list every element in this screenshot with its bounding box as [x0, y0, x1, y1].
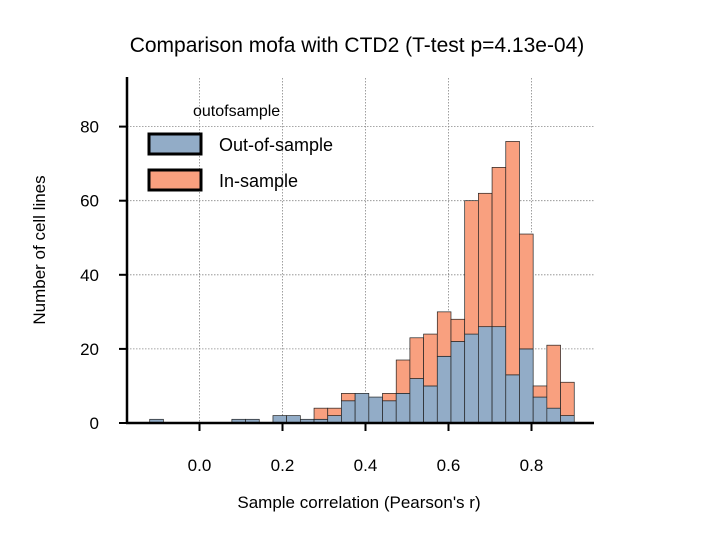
bar-in-sample [382, 393, 397, 402]
bar-out-of-sample [464, 333, 479, 424]
bar-out-of-sample [341, 400, 356, 424]
bar-in-sample [423, 333, 438, 387]
bar-in-sample [341, 393, 356, 402]
bar-in-sample [327, 407, 342, 416]
x-tick-label: 0.6 [437, 456, 461, 475]
bar-out-of-sample [478, 326, 493, 424]
histogram-bars [149, 141, 575, 424]
x-tick-label: 0.0 [188, 456, 212, 475]
bar-in-sample [313, 407, 329, 420]
bar-out-of-sample [423, 385, 438, 424]
axes [125, 77, 594, 425]
bar-out-of-sample [382, 400, 397, 424]
legend-label-in-sample: In-sample [219, 171, 298, 191]
legend-title: outofsample [193, 103, 280, 120]
bar-out-of-sample [491, 326, 507, 424]
bar-out-of-sample [505, 374, 520, 424]
bar-out-of-sample [368, 396, 383, 424]
bar-in-sample [464, 200, 479, 335]
y-tick-label: 60 [80, 192, 99, 211]
x-tick-label: 0.8 [520, 456, 544, 475]
bar-out-of-sample [354, 393, 370, 424]
x-tick-label: 0.4 [354, 456, 378, 475]
bar-out-of-sample [532, 396, 548, 424]
y-tick-label: 80 [80, 118, 99, 137]
bar-in-sample [491, 167, 507, 328]
bar-in-sample [450, 318, 466, 342]
bar-in-sample [560, 381, 575, 416]
bar-out-of-sample [546, 407, 561, 424]
legend: outofsample Out-of-sample In-sample [147, 103, 333, 192]
bar-in-sample [519, 233, 534, 350]
bar-out-of-sample [395, 393, 411, 424]
bar-out-of-sample [409, 378, 424, 424]
y-tick-label: 20 [80, 340, 99, 359]
y-tick-label: 0 [90, 414, 99, 433]
tick-labels: 0.0 0.2 0.4 0.6 0.8 0 20 40 60 80 [80, 118, 543, 475]
bar-in-sample [505, 141, 520, 376]
bar-in-sample [478, 192, 493, 328]
y-tick-label: 40 [80, 266, 99, 285]
bar-out-of-sample [436, 355, 452, 424]
bar-in-sample [436, 311, 452, 357]
bar-in-sample [532, 385, 548, 398]
chart-title: Comparison mofa with CTD2 (T-test p=4.13… [130, 34, 585, 57]
x-axis-label: Sample correlation (Pearson's r) [237, 493, 480, 512]
legend-label-out-of-sample: Out-of-sample [219, 135, 333, 155]
bar-out-of-sample [519, 348, 534, 424]
x-tick-label: 0.2 [271, 456, 295, 475]
legend-swatch-in-sample [147, 168, 203, 192]
bar-in-sample [409, 337, 424, 379]
bar-out-of-sample [450, 341, 466, 424]
y-axis-label: Number of cell lines [30, 175, 49, 324]
legend-swatch-out-of-sample [147, 132, 203, 156]
bar-in-sample [546, 344, 561, 409]
bar-in-sample [395, 359, 411, 394]
